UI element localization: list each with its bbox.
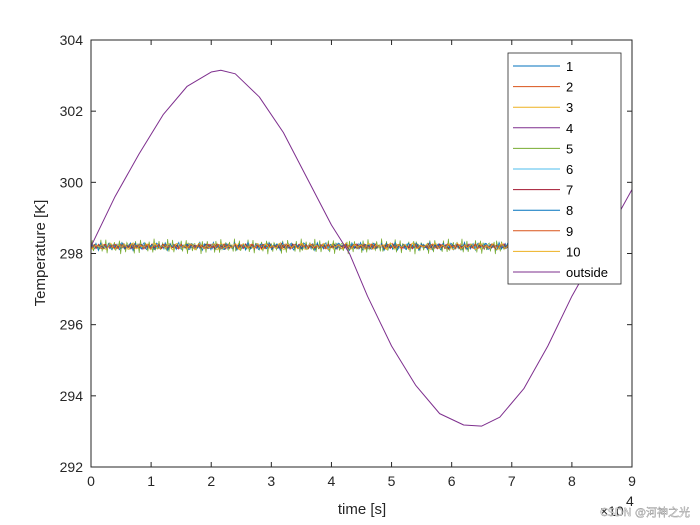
legend-entry-outside: outside (513, 265, 608, 280)
legend-label: 3 (566, 100, 573, 115)
series-line-outside (91, 69, 632, 427)
legend-entry-4: 4 (513, 121, 573, 136)
legend-label: 10 (566, 244, 580, 259)
x-tick-label: 6 (448, 473, 456, 489)
legend-entry-10: 10 (513, 244, 580, 259)
x-tick-label: 1 (147, 473, 155, 489)
x-tick-label: 3 (267, 473, 275, 489)
legend-label: 9 (566, 224, 573, 239)
legend-label: 1 (566, 59, 573, 74)
y-tick-label: 304 (60, 32, 84, 48)
legend-entry-3: 3 (513, 100, 573, 115)
x-tick-label: 4 (328, 473, 336, 489)
x-tick-label: 0 (87, 473, 95, 489)
legend-entry-1: 1 (513, 59, 573, 74)
y-tick-label: 296 (60, 317, 84, 333)
x-exponent-power: 4 (626, 493, 634, 509)
y-tick-label: 292 (60, 459, 84, 475)
y-tick-label: 300 (60, 174, 84, 190)
y-tick-label: 302 (60, 103, 84, 119)
legend-entry-9: 9 (513, 224, 573, 239)
y-axis-label: Temperature [K] (32, 200, 49, 307)
legend-label: 4 (566, 121, 573, 136)
x-tick-label: 9 (628, 473, 636, 489)
legend-entry-2: 2 (513, 80, 573, 95)
legend-label: 6 (566, 162, 573, 177)
legend-label: 5 (566, 141, 573, 156)
x-axis-ticks: 0 1 2 3 4 5 6 7 8 9 (87, 40, 636, 489)
x-tick-label: 2 (207, 473, 215, 489)
y-tick-label: 298 (60, 246, 84, 262)
legend-label: 8 (566, 203, 573, 218)
x-axis-label: time [s] (338, 501, 386, 518)
legend-label: 7 (566, 183, 573, 198)
legend-label: outside (566, 265, 608, 280)
legend-entry-8: 8 (513, 203, 573, 218)
x-tick-label: 5 (388, 473, 396, 489)
x-tick-label: 8 (568, 473, 576, 489)
legend-entry-6: 6 (513, 162, 573, 177)
y-tick-label: 294 (60, 388, 84, 404)
legend-entry-7: 7 (513, 183, 573, 198)
x-exponent-base: ×10 (600, 503, 624, 519)
x-axis-exponent: ×10 4 (600, 493, 634, 519)
legend-label: 2 (566, 80, 573, 95)
watermark-text: CSDN @河神之光 (600, 505, 690, 519)
legend[interactable]: 1 2 3 4 5 6 7 8 9 10 outside (507, 52, 622, 285)
legend-entry-5: 5 (513, 141, 573, 156)
x-tick-label: 7 (508, 473, 516, 489)
